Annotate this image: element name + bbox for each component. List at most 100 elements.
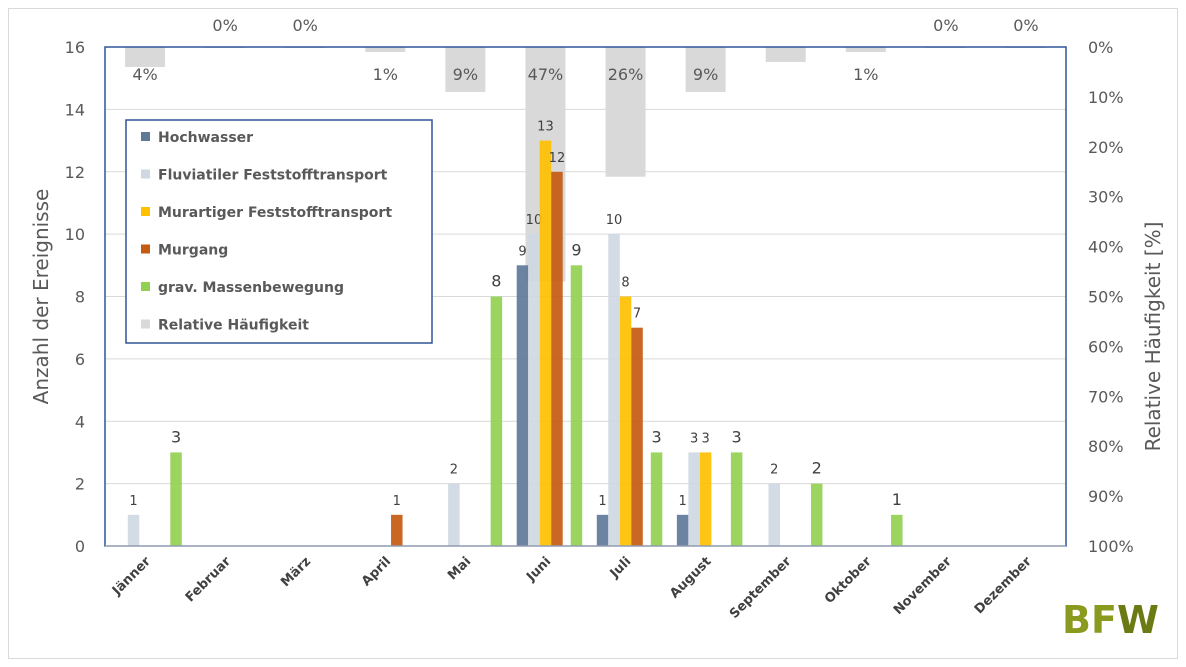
relative-bar	[365, 47, 406, 52]
bar-grav-massenbewegung	[810, 483, 823, 546]
x-tick-label: Juli	[607, 554, 635, 582]
bar-murgang	[551, 171, 563, 546]
data-label: 7	[633, 307, 641, 322]
legend	[125, 119, 433, 344]
relative-label: 47%	[528, 65, 564, 84]
relative-label: 9%	[453, 65, 478, 84]
y-tick-label: 16	[65, 38, 85, 57]
y2-tick-label: 30%	[1088, 188, 1124, 207]
relative-bar	[125, 47, 166, 67]
relative-label: 0%	[293, 16, 318, 35]
legend-swatch	[141, 169, 150, 179]
data-label: 3	[732, 427, 742, 446]
relative-label: 9%	[693, 65, 718, 84]
bar-grav-massenbewegung	[730, 452, 743, 546]
legend-label: Hochwasser	[158, 130, 253, 146]
relative-bar	[845, 47, 886, 52]
bar-fluviatiler-feststofftransport	[528, 234, 540, 546]
data-label: 3	[171, 427, 181, 446]
y2-tick-label: 90%	[1088, 487, 1124, 506]
x-tick-label: September	[727, 554, 795, 622]
legend-label: Fluviatiler Feststofftransport	[158, 168, 388, 184]
data-label: 10	[606, 213, 623, 228]
data-label: 9	[518, 244, 526, 259]
y-tick-label: 8	[75, 288, 85, 307]
bar-grav-massenbewegung	[570, 265, 583, 546]
relative-bar	[765, 47, 806, 62]
x-tick-label: Dezember	[972, 554, 1035, 617]
chart-frame	[8, 8, 1178, 659]
data-label: 2	[770, 463, 778, 478]
legend-label: grav. Massenbewegung	[158, 280, 344, 296]
bar-murgang	[391, 514, 403, 546]
relative-label: 0%	[1013, 16, 1038, 35]
data-label: 1	[678, 494, 686, 509]
data-label: 9	[571, 240, 581, 259]
y-tick-label: 12	[65, 163, 85, 182]
bar-fluviatiler-feststofftransport	[448, 483, 460, 546]
x-tick-label: März	[278, 554, 314, 590]
data-label: 2	[450, 463, 458, 478]
bar-murgang	[631, 327, 643, 546]
bar-murartiger-feststofftransport	[619, 296, 632, 546]
y2-tick-label: 50%	[1088, 288, 1124, 307]
bar-fluviatiler-feststofftransport	[688, 452, 700, 546]
x-tick-label: Jänner	[109, 554, 154, 599]
legend-label: Murgang	[158, 243, 228, 259]
y2-tick-label: 60%	[1088, 337, 1124, 356]
bar-grav-massenbewegung	[490, 296, 503, 546]
bar-hochwasser	[676, 514, 689, 546]
bfw-logo: BFW	[1062, 598, 1159, 642]
data-label: 1	[129, 494, 137, 509]
relative-bar	[685, 47, 726, 92]
data-label: 8	[621, 276, 629, 291]
y-tick-label: 4	[75, 412, 85, 431]
data-label: 1	[892, 490, 902, 509]
y-tick-label: 14	[65, 100, 85, 119]
data-label: 13	[537, 120, 554, 135]
legend-label: Murartiger Feststofftransport	[158, 205, 392, 221]
legend-swatch	[141, 282, 150, 291]
relative-label: 1%	[373, 65, 398, 84]
bar-fluviatiler-feststofftransport	[127, 514, 140, 546]
bar-murartiger-feststofftransport	[699, 452, 712, 546]
legend-swatch	[141, 319, 150, 329]
data-label: 1	[393, 494, 401, 509]
legend-swatch	[141, 244, 150, 254]
y2-axis-title: Relative Häufigkeit [%]	[1141, 222, 1165, 452]
y-tick-label: 2	[75, 475, 85, 494]
data-label: 2	[812, 459, 822, 478]
data-label: 3	[690, 431, 698, 446]
bar-grav-massenbewegung	[650, 452, 663, 546]
x-tick-label: Februar	[183, 554, 235, 606]
x-tick-label: Oktober	[822, 554, 875, 607]
y2-tick-label: 70%	[1088, 387, 1124, 406]
data-label: 3	[701, 431, 709, 446]
y2-tick-label: 20%	[1088, 138, 1124, 157]
y-axis-title: Anzahl der Ereignisse	[29, 189, 53, 405]
y2-tick-label: 40%	[1088, 238, 1124, 257]
relative-bar	[445, 47, 486, 92]
relative-label: 0%	[933, 16, 958, 35]
bar-grav-massenbewegung	[891, 514, 903, 546]
x-tick-label: April	[359, 554, 394, 589]
x-tick-label: Mai	[445, 554, 474, 583]
legend-swatch	[141, 207, 150, 216]
x-tick-label: Juni	[523, 554, 554, 585]
y-tick-label: 0	[75, 537, 85, 556]
relative-bar	[605, 47, 646, 177]
bar-fluviatiler-feststofftransport	[608, 234, 620, 546]
relative-label: 26%	[608, 65, 644, 84]
legend-swatch	[141, 132, 150, 141]
x-tick-label: August	[667, 554, 714, 601]
bar-grav-massenbewegung	[170, 452, 182, 546]
bar-fluviatiler-feststofftransport	[768, 483, 780, 546]
x-tick-label: November	[891, 554, 955, 618]
y2-tick-label: 0%	[1088, 38, 1113, 57]
relative-label: 1%	[853, 65, 878, 84]
y-tick-label: 6	[75, 350, 85, 369]
relative-label: 4%	[132, 65, 157, 84]
y2-tick-label: 10%	[1088, 88, 1124, 107]
data-label: 12	[549, 151, 566, 166]
